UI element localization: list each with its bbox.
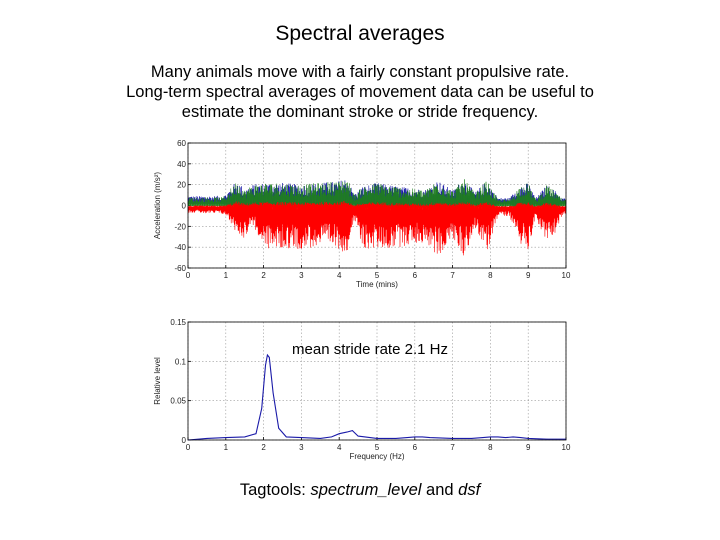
spectrum-point xyxy=(267,354,268,356)
y-tick-label: 0.15 xyxy=(170,318,186,327)
x-tick-label: 2 xyxy=(261,443,266,452)
spectrum-point xyxy=(376,438,378,439)
y-tick-label: 0 xyxy=(182,436,187,445)
spectrum-point xyxy=(471,438,472,439)
spectrum-point xyxy=(206,438,208,439)
spectrum-point xyxy=(422,436,423,438)
spectrum-point xyxy=(272,392,274,394)
x-tick-label: 3 xyxy=(299,271,304,280)
spectrum-point xyxy=(406,437,408,438)
spectrum-point xyxy=(352,430,353,431)
x-tick-label: 5 xyxy=(375,271,380,280)
x-axis-label: Time (mins) xyxy=(356,280,398,289)
spectrum-point xyxy=(346,431,348,433)
y-tick-label: 0.05 xyxy=(170,397,186,406)
series-z-trace xyxy=(187,200,567,256)
footer-note: Tagtools: spectrum_level and dsf xyxy=(0,481,720,500)
spectrum-point xyxy=(338,433,340,435)
spectrum-point xyxy=(244,436,246,438)
footer-joiner: and xyxy=(421,481,459,499)
description-line-2: Long-term spectral averages of movement … xyxy=(126,83,594,101)
description: Many animals move with a fairly constant… xyxy=(90,62,630,122)
spectrum-point xyxy=(301,437,302,438)
x-tick-label: 8 xyxy=(488,443,493,452)
spectrum-point xyxy=(395,438,397,439)
x-tick-label: 0 xyxy=(186,443,191,452)
spectrum-point xyxy=(414,436,416,438)
description-line-1: Many animals move with a fairly constant… xyxy=(150,63,570,81)
x-tick-label: 0 xyxy=(186,271,191,280)
y-tick-label: -20 xyxy=(174,222,186,231)
spectrum-point xyxy=(285,436,287,438)
y-tick-label: 20 xyxy=(177,181,186,190)
acceleration-chart-svg: 0 1 2 3 4 5 6 7 8 9 10 -60 -40 -20 0 20 40 60 Time (mins) A… xyxy=(153,139,571,289)
spectrum-point xyxy=(527,438,529,439)
x-tick-label: 9 xyxy=(526,443,531,452)
x-tick-label: 1 xyxy=(224,443,229,452)
footer-func-1: spectrum_level xyxy=(310,481,422,499)
x-tick-label: 6 xyxy=(413,271,418,280)
y-tick-label: 40 xyxy=(177,160,186,169)
spectrum-point xyxy=(331,436,332,438)
spectrum-point xyxy=(319,438,321,439)
series-x-trace xyxy=(187,180,567,211)
spectrum-point xyxy=(225,437,227,438)
plot-frame xyxy=(187,321,567,441)
y-tick-label: 0.1 xyxy=(175,357,187,366)
spectrum-point xyxy=(512,436,514,438)
x-tick-label: 4 xyxy=(337,271,342,280)
y-tick-label: 60 xyxy=(177,139,186,148)
x-tick-label: 9 xyxy=(526,271,531,280)
y-axis-label: Relative level xyxy=(153,357,162,405)
spectrum-point xyxy=(429,437,431,438)
x-tick-label: 1 xyxy=(224,271,229,280)
spectrum-point xyxy=(452,438,453,439)
spectrum-point xyxy=(505,437,506,438)
y-tick-label: -60 xyxy=(174,264,186,273)
x-axis-label: Frequency (Hz) xyxy=(349,452,404,461)
spectrum-point xyxy=(357,435,359,437)
spectrum-point xyxy=(546,438,548,440)
x-tick-label: 6 xyxy=(413,443,418,452)
footer-func-2: dsf xyxy=(458,481,481,499)
spectrum-chart-svg: 0 1 2 3 4 5 6 7 8 9 10 0 0.05 0.1 0.15 Frequency (Hz) Re… xyxy=(153,318,571,461)
spectrum-point xyxy=(278,427,280,429)
x-tick-label: 7 xyxy=(450,271,455,280)
spectrum-point xyxy=(482,437,484,438)
y-tick-label: 0 xyxy=(182,202,187,211)
chart-annotation: mean stride rate 2.1 Hz xyxy=(292,341,448,358)
spectrum-point xyxy=(497,436,499,438)
page-title: Spectral averages xyxy=(275,22,445,45)
spectrum-point xyxy=(261,408,263,409)
spectrum-line xyxy=(187,353,566,441)
plot-frame xyxy=(187,142,567,269)
spectrum-point xyxy=(490,436,491,438)
x-tick-label: 5 xyxy=(375,443,380,452)
x-tick-label: 10 xyxy=(562,443,571,452)
x-tick-label: 10 xyxy=(562,271,571,280)
x-tick-label: 8 xyxy=(488,271,493,280)
x-tick-label: 4 xyxy=(337,443,342,452)
spectrum-point xyxy=(268,357,270,358)
description-line-3: estimate the dominant stroke or stride f… xyxy=(181,103,539,121)
spectrum-chart: 0 1 2 3 4 5 6 7 8 9 10 0 0.05 0.1 0.15 Frequency (Hz) Re… xyxy=(140,313,580,473)
series-y-trace xyxy=(187,179,567,212)
spectrum-point xyxy=(520,437,521,438)
x-tick-label: 2 xyxy=(261,271,266,280)
x-tick-label: 3 xyxy=(299,443,304,452)
footer-prefix: Tagtools: xyxy=(239,481,311,499)
y-axis-label: Acceleration (m/s²) xyxy=(153,172,162,239)
spectrum-point xyxy=(255,433,257,435)
acceleration-chart: 0 1 2 3 4 5 6 7 8 9 10 -60 -40 -20 0 20 40 60 Time (mins) A… xyxy=(140,137,580,297)
y-tick-label: -40 xyxy=(174,243,186,252)
spectrum-point xyxy=(265,364,266,366)
x-tick-label: 7 xyxy=(450,443,455,452)
